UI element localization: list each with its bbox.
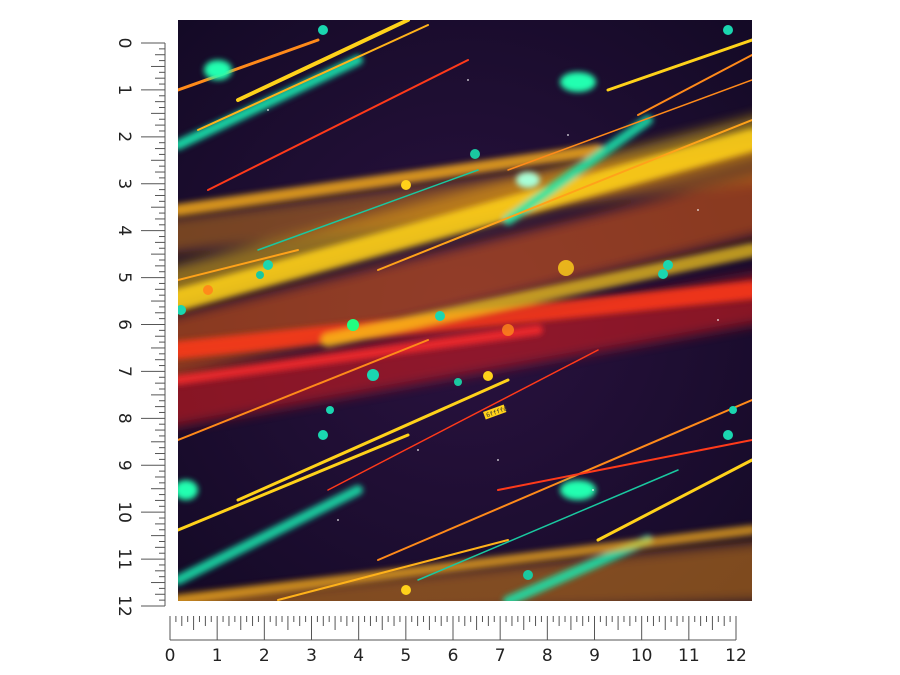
horizontal-ruler-label: 12: [725, 646, 747, 666]
vertical-ruler-label: 1: [114, 85, 134, 96]
vertical-ruler-label: 6: [114, 319, 134, 330]
vertical-ruler-label: 7: [114, 366, 134, 377]
horizontal-ruler-label: 10: [631, 646, 653, 666]
vertical-ruler-label: 3: [114, 178, 134, 189]
vertical-ruler-label: 8: [114, 413, 134, 424]
horizontal-ruler-label: 1: [212, 646, 223, 666]
green-glow-spots: [178, 60, 596, 500]
horizontal-ruler-label: 6: [448, 646, 459, 666]
vertical-ruler-label: 9: [114, 460, 134, 471]
vertical-ruler-label: 0: [114, 38, 134, 49]
vertical-ruler-label: 11: [114, 548, 134, 570]
tiny-stars: [267, 79, 719, 521]
vertical-ruler-label: 10: [114, 501, 134, 523]
horizontal-ruler-label: 11: [678, 646, 700, 666]
horizontal-ruler-label: 0: [165, 646, 176, 666]
thin-streaks: [178, 20, 752, 601]
neon-streaks-pattern-swatch: 6ffffd: [178, 20, 752, 601]
horizontal-ruler-label: 9: [589, 646, 600, 666]
vertical-ruler-label: 2: [114, 131, 134, 142]
horizontal-ruler-label: 5: [400, 646, 411, 666]
horizontal-ruler-label: 3: [306, 646, 317, 666]
vertical-ruler-label: 4: [114, 225, 134, 236]
vertical-ruler-label: 12: [114, 595, 134, 617]
vertical-ruler-label: 5: [114, 272, 134, 283]
horizontal-ruler-label: 2: [259, 646, 270, 666]
horizontal-ruler-label: 7: [495, 646, 506, 666]
bokeh-dots: [178, 25, 737, 595]
horizontal-ruler-label: 4: [353, 646, 364, 666]
bright-streaks: [178, 55, 752, 601]
horizontal-ruler-label: 8: [542, 646, 553, 666]
